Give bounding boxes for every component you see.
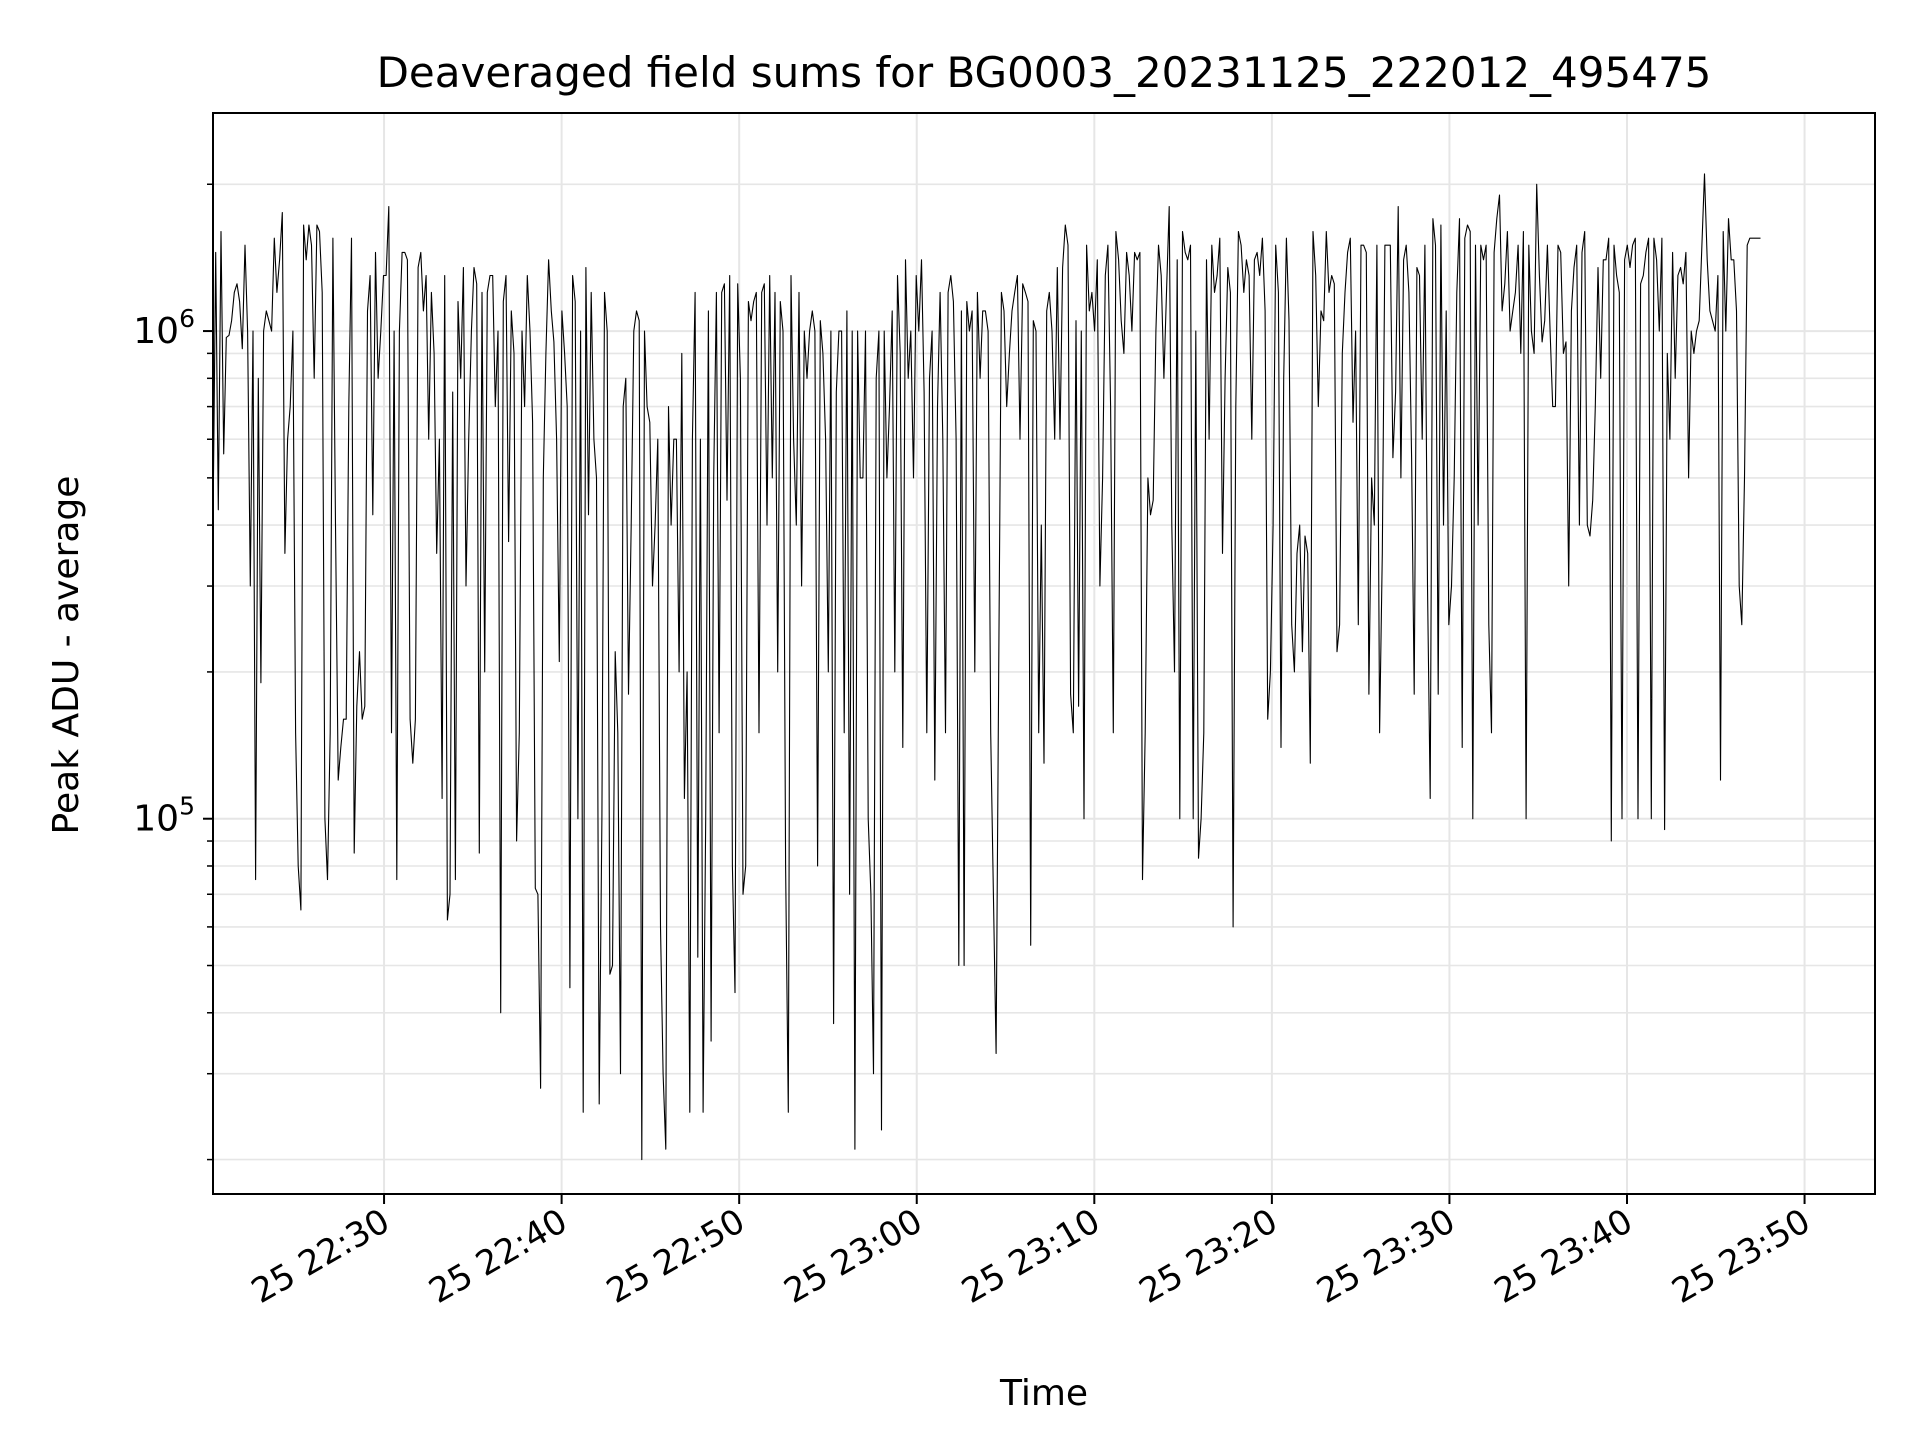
plot-area-frame (212, 112, 1876, 1195)
y-tick-base: 10 (133, 311, 179, 352)
y-tick-exponent: 5 (179, 792, 195, 821)
x-axis-label: Time (999, 1373, 1088, 1414)
y-tick-label: 106 (133, 304, 195, 352)
y-tick-base: 10 (133, 799, 179, 840)
series-line (212, 173, 1761, 1161)
y-tick-label: 105 (133, 792, 195, 840)
chart-title: Deaveraged field sums for BG0003_2023112… (377, 48, 1712, 97)
y-tick-exponent: 6 (179, 304, 195, 333)
y-axis-label: Peak ADU - average (46, 476, 87, 835)
